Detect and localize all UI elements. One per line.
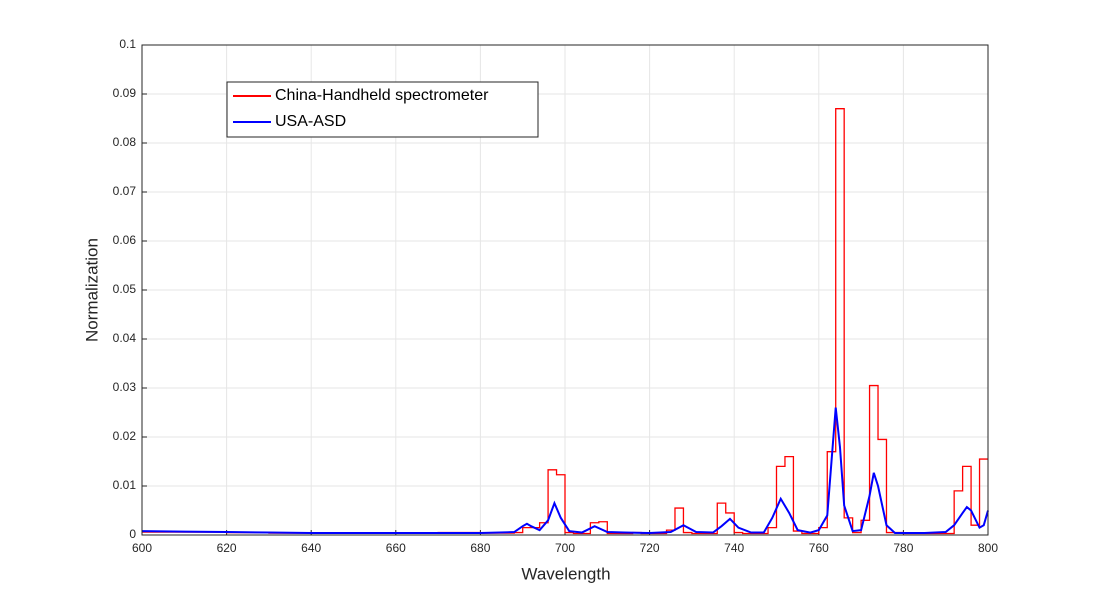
x-axis-label: Wavelength [521,564,610,583]
x-tick-label: 740 [724,541,744,555]
x-tick-label: 700 [555,541,575,555]
y-tick-label: 0.06 [113,233,137,247]
legend-box [226,81,539,138]
x-tick-label: 720 [640,541,660,555]
y-tick-label: 0.04 [113,331,137,345]
y-tick-label: 0 [129,527,136,541]
x-tick-label: 760 [809,541,829,555]
y-axis-label: Normalization [82,238,101,342]
x-tick-label: 800 [978,541,998,555]
x-tick-label: 600 [132,541,152,555]
plot-frame [141,44,989,536]
data-line [141,407,989,535]
y-tick-label: 0.09 [113,86,137,100]
x-tick-label: 660 [386,541,406,555]
x-tick-label: 780 [893,541,913,555]
legend-label: USA-ASD [275,113,346,130]
y-tick-label: 0.03 [113,380,137,394]
x-tick-label: 680 [470,541,490,555]
legend-label: China-Handheld spectrometer [275,87,489,104]
y-tick-label: 0.07 [113,184,137,198]
y-tick-label: 0.1 [119,37,136,51]
y-tick-label: 0.01 [113,478,137,492]
y-tick-label: 0.08 [113,135,137,149]
y-tick-label: 0.02 [113,429,137,443]
y-tick-label: 0.05 [113,282,137,296]
x-tick-label: 620 [217,541,237,555]
x-tick-label: 640 [301,541,321,555]
